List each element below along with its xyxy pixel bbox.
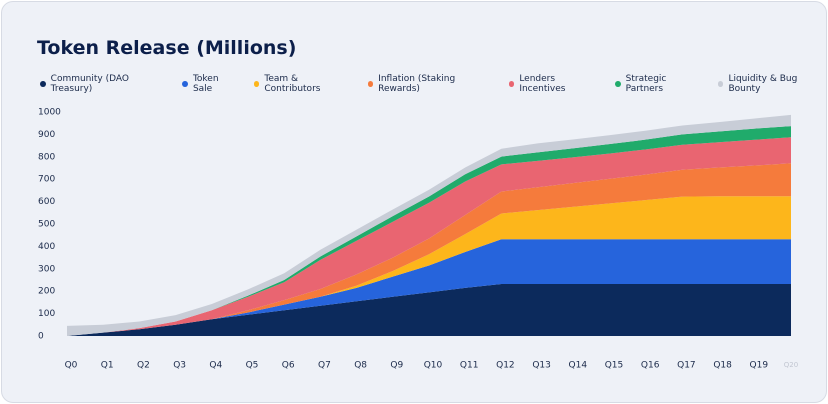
x-tick-label: Q14 — [569, 361, 588, 371]
area — [67, 284, 791, 336]
legend: Community (DAO Treasury) Token Sale Team &… — [40, 74, 826, 94]
y-tick-label: 800 — [38, 152, 55, 162]
area — [67, 196, 791, 336]
legend-dot — [367, 81, 374, 87]
x-tick-label: Q10 — [424, 361, 443, 371]
x-tick-label: Q8 — [354, 361, 367, 371]
x-tick-label: Q18 — [713, 361, 732, 371]
x-tick-label: Q7 — [318, 361, 331, 371]
x-tick-label: Q3 — [173, 361, 186, 371]
y-tick-label: 600 — [38, 197, 55, 207]
y-tick-label: 0 — [38, 332, 44, 342]
legend-item: Community (DAO Treasury) — [40, 74, 166, 94]
y-tick-label: 700 — [38, 175, 55, 185]
legend-label: Token Sale — [192, 74, 219, 94]
legend-item: Lenders Incentives — [508, 74, 599, 94]
legend-dot — [182, 81, 188, 87]
x-tick-label: Q13 — [532, 361, 551, 371]
x-tick-label: Q20 — [784, 361, 798, 369]
area — [67, 239, 791, 336]
legend-item: Liquidity & Bug Bounty — [717, 74, 826, 94]
x-tick-label: Q11 — [460, 361, 479, 371]
x-tick-label: Q19 — [750, 361, 769, 371]
legend-dot — [717, 81, 724, 87]
x-tick-label: Q2 — [137, 361, 150, 371]
x-tick-label: Q16 — [641, 361, 660, 371]
legend-item: Inflation (Staking Rewards) — [367, 74, 493, 94]
legend-label: Inflation (Staking Rewards) — [378, 74, 456, 94]
x-tick-label: Q17 — [677, 361, 696, 371]
legend-dot — [253, 81, 260, 87]
legend-dot — [508, 81, 515, 87]
x-tick-label: Q0 — [65, 361, 78, 371]
y-tick-label: 300 — [38, 264, 55, 274]
y-tick-label: 100 — [38, 309, 55, 319]
x-tick-label: Q15 — [605, 361, 624, 371]
legend-item: Team & Contributors — [253, 74, 352, 94]
area — [67, 137, 791, 336]
legend-dot — [40, 81, 46, 87]
legend-item: Token Sale — [182, 74, 237, 94]
x-tick-label: Q12 — [496, 361, 515, 371]
chart-title: Token Release (Millions) — [37, 37, 297, 59]
x-tick-label: Q5 — [246, 361, 259, 371]
legend-label: Team & Contributors — [264, 74, 321, 94]
legend-label: Strategic Partners — [625, 74, 667, 94]
x-tick-label: Q6 — [282, 361, 295, 371]
area — [67, 163, 791, 336]
legend-dot — [615, 81, 621, 87]
y-tick-label: 900 — [38, 130, 55, 140]
y-tick-label: 400 — [38, 242, 55, 252]
x-tick-label: Q9 — [390, 361, 403, 371]
y-tick-label: 200 — [38, 287, 55, 297]
y-tick-label: 1000 — [38, 108, 61, 118]
legend-label: Community (DAO Treasury) — [50, 74, 129, 94]
y-tick-label: 500 — [38, 220, 55, 230]
legend-label: Lenders Incentives — [519, 74, 566, 94]
x-tick-label: Q1 — [101, 361, 114, 371]
x-tick-label: Q4 — [209, 361, 222, 371]
legend-label: Liquidity & Bug Bounty — [728, 74, 798, 94]
legend-item: Strategic Partners — [615, 74, 702, 94]
